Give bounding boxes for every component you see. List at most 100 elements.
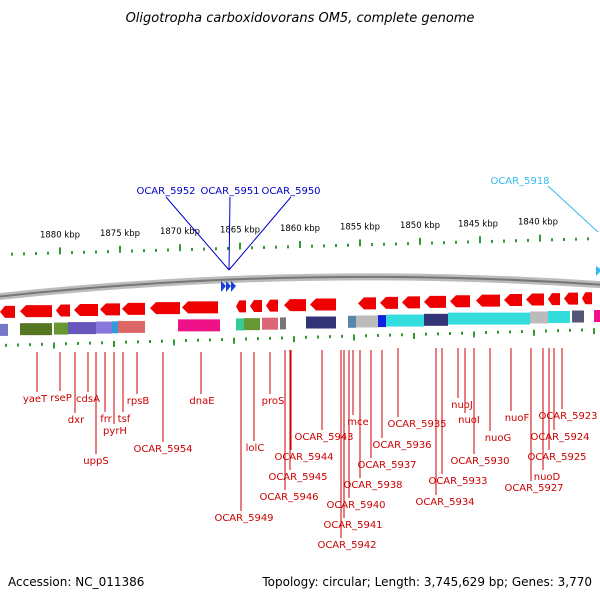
gene-arrow[interactable]: [284, 299, 306, 312]
gene-label[interactable]: OCAR_5954: [133, 444, 192, 455]
gene-label[interactable]: OCAR_5942: [317, 540, 376, 551]
gene-label[interactable]: OCAR_5940: [326, 500, 385, 511]
gene-arrow[interactable]: [548, 293, 560, 306]
scale-label: 1875 kbp: [100, 229, 140, 239]
gene-block[interactable]: [20, 323, 52, 336]
gene-label[interactable]: OCAR_5925: [527, 452, 586, 463]
gene-arrow[interactable]: [564, 292, 578, 305]
gene-arrow[interactable]: [250, 300, 262, 313]
gene-block[interactable]: [448, 312, 530, 325]
gene-arrow[interactable]: [100, 303, 120, 316]
gene-label[interactable]: OCAR_5923: [538, 411, 597, 422]
gene-block[interactable]: [306, 316, 336, 329]
gene-label[interactable]: rseP: [50, 393, 72, 404]
gene-arrow[interactable]: [402, 296, 420, 309]
gene-arrow-ocar-5952[interactable]: [221, 281, 226, 292]
gene-label[interactable]: OCAR_5935: [387, 419, 446, 430]
gene-block[interactable]: [118, 320, 145, 333]
gene-block[interactable]: [262, 317, 278, 330]
top-gene-label[interactable]: OCAR_5918: [490, 176, 549, 187]
gene-arrow[interactable]: [476, 294, 500, 307]
gene-arrow[interactable]: [582, 292, 592, 305]
gene-block[interactable]: [356, 315, 378, 328]
gene-arrow[interactable]: [20, 305, 52, 318]
top-gene-label[interactable]: OCAR_5952: [136, 186, 195, 197]
gene-label[interactable]: OCAR_5943: [294, 432, 353, 443]
gene-label[interactable]: OCAR_5944: [274, 452, 333, 463]
gene-block[interactable]: [378, 315, 386, 328]
gene-label[interactable]: dxr: [68, 415, 85, 426]
gene-block[interactable]: [572, 310, 584, 323]
gene-label[interactable]: yaeT: [23, 394, 48, 405]
gene-label[interactable]: rpsB: [127, 396, 150, 407]
scale-label: 1845 kbp: [458, 219, 498, 229]
top-gene-label[interactable]: OCAR_5951: [200, 186, 259, 197]
gene-label[interactable]: pyrH: [103, 426, 127, 437]
gene-arrow[interactable]: [122, 302, 145, 315]
gene-label[interactable]: OCAR_5937: [357, 460, 416, 471]
gene-arrow[interactable]: [236, 300, 246, 313]
gene-block[interactable]: [236, 318, 244, 331]
gene-arrow[interactable]: [526, 293, 544, 306]
gene-arrow[interactable]: [182, 301, 218, 314]
genome-title: Oligotropha carboxidovorans OM5, complet…: [126, 11, 475, 26]
gene-label[interactable]: OCAR_5924: [530, 432, 589, 443]
gene-label[interactable]: nuoI: [458, 415, 480, 426]
gene-label[interactable]: lolC: [246, 443, 265, 454]
scale-label: 1880 kbp: [40, 230, 80, 240]
gene-label[interactable]: nuoD: [534, 472, 561, 483]
gene-block[interactable]: [548, 310, 570, 323]
gene-label[interactable]: OCAR_5936: [372, 440, 431, 451]
gene-arrow[interactable]: [56, 304, 70, 317]
gene-arrow[interactable]: [380, 296, 398, 309]
gene-arrow[interactable]: [424, 295, 446, 308]
gene-label[interactable]: uppS: [83, 456, 108, 467]
gene-label[interactable]: nuoF: [505, 413, 530, 424]
gene-block[interactable]: [594, 310, 600, 323]
gene-label[interactable]: dnaE: [189, 396, 214, 407]
gene-block[interactable]: [424, 313, 448, 326]
gene-block[interactable]: [348, 315, 356, 328]
gene-arrow-ocar-5951[interactable]: [226, 281, 231, 292]
gene-arrow[interactable]: [0, 305, 15, 318]
gene-label[interactable]: OCAR_5949: [214, 513, 273, 524]
gene-label[interactable]: mce: [347, 417, 368, 428]
gene-label[interactable]: OCAR_5946: [259, 492, 318, 503]
top-gene-label[interactable]: OCAR_5950: [261, 186, 320, 197]
gene-marker-cyan[interactable]: [596, 266, 600, 276]
gene-block[interactable]: [244, 318, 260, 331]
gene-label[interactable]: proS: [262, 396, 285, 407]
gene-label[interactable]: OCAR_5938: [343, 480, 402, 491]
gene-arrow[interactable]: [74, 303, 98, 316]
gene-block[interactable]: [178, 319, 220, 332]
gene-arrow[interactable]: [504, 294, 522, 307]
gene-label[interactable]: nuoG: [485, 433, 512, 444]
gene-arrow[interactable]: [266, 299, 278, 312]
gene-arrow[interactable]: [150, 302, 180, 315]
gene-block[interactable]: [386, 314, 424, 327]
gene-label[interactable]: OCAR_5930: [450, 456, 509, 467]
gene-label[interactable]: cdsA: [76, 394, 100, 405]
gene-block[interactable]: [54, 322, 68, 335]
gene-label[interactable]: tsf: [118, 414, 131, 425]
gene-arrow[interactable]: [310, 298, 336, 311]
gene-label[interactable]: OCAR_5933: [428, 476, 487, 487]
gene-label[interactable]: OCAR_5927: [504, 483, 563, 494]
gene-label[interactable]: frr: [100, 414, 112, 425]
gene-block[interactable]: [68, 322, 96, 335]
gene-block[interactable]: [0, 323, 8, 336]
gene-block[interactable]: [280, 317, 286, 330]
label-leader: [165, 196, 230, 271]
gene-block[interactable]: [96, 321, 112, 334]
genome-stats-text: Topology: circular; Length: 3,745,629 bp…: [261, 575, 592, 589]
gene-arrow[interactable]: [358, 297, 376, 310]
gene-label[interactable]: OCAR_5934: [415, 497, 474, 508]
gene-label[interactable]: OCAR_5941: [323, 520, 382, 531]
gene-arrow-ocar-5950[interactable]: [231, 281, 236, 292]
gene-block[interactable]: [530, 311, 548, 324]
gene-label[interactable]: nuoJ: [451, 400, 473, 411]
gene-arrow[interactable]: [450, 295, 470, 308]
gene-block[interactable]: [112, 321, 118, 334]
gene-label[interactable]: OCAR_5945: [268, 472, 327, 483]
